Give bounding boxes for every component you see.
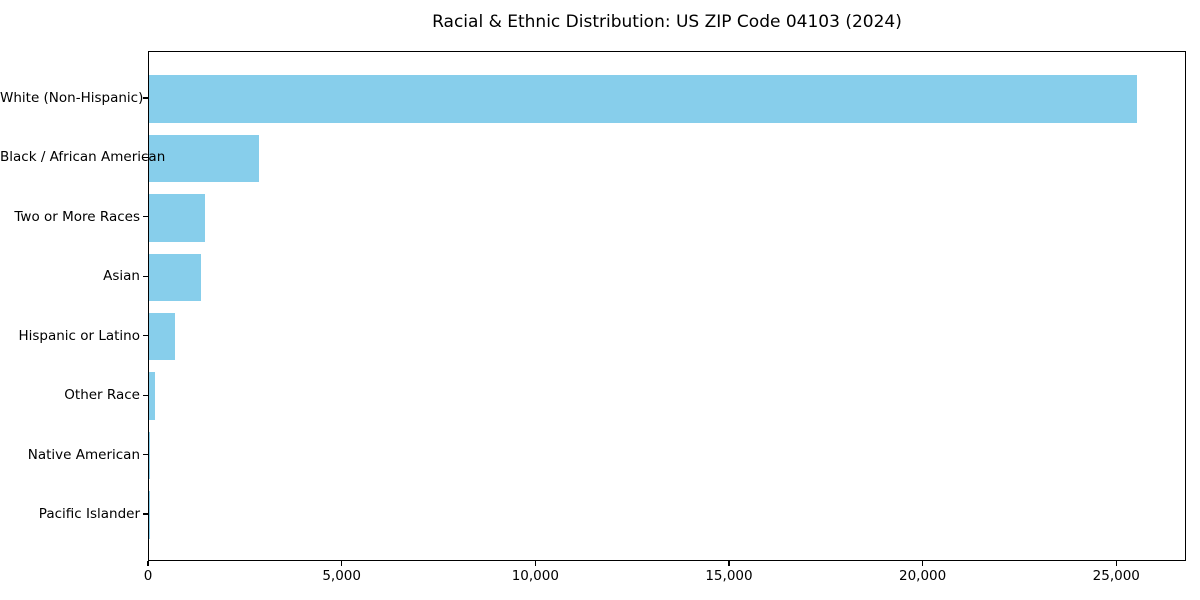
x-tick-mark <box>922 561 924 566</box>
x-tick-mark <box>728 561 730 566</box>
y-tick-label: Native American <box>27 446 140 463</box>
y-tick-label: Pacific Islander <box>38 506 140 522</box>
bar-asian <box>149 253 202 302</box>
y-tick-mark <box>143 453 148 456</box>
y-tick-mark <box>143 394 148 396</box>
y-tick-label: Asian <box>103 268 140 285</box>
y-tick-mark <box>143 97 148 99</box>
x-tick-mark <box>534 561 536 566</box>
y-tick-mark <box>143 156 148 159</box>
y-tick-mark <box>143 216 148 218</box>
bar-two-or-more-races <box>149 194 206 242</box>
y-tick-mark <box>143 335 148 337</box>
bar-native-american <box>149 431 151 480</box>
y-tick-mark <box>143 275 148 277</box>
bar-hispanic-or-latino <box>149 312 176 361</box>
bar-black-african-american <box>149 134 260 183</box>
bar-white-non-hispanic <box>149 75 1137 123</box>
x-tick-mark <box>341 561 343 566</box>
x-tick-label: 25,000 <box>1092 568 1140 584</box>
x-tick-label: 0 <box>143 568 153 584</box>
y-tick-label: Two or More Races <box>14 208 140 225</box>
x-tick-mark <box>1115 561 1117 566</box>
x-tick-label: 15,000 <box>705 568 753 584</box>
y-tick-label: Other Race <box>64 387 140 404</box>
y-tick-label: White (Non-Hispanic) <box>0 90 144 106</box>
y-tick-mark <box>143 513 148 515</box>
x-tick-mark <box>147 561 149 566</box>
y-tick-label: Black / African American <box>0 149 166 166</box>
x-tick-label: 10,000 <box>511 568 559 584</box>
x-tick-label: 5,000 <box>322 568 361 584</box>
x-tick-label: 20,000 <box>899 568 947 584</box>
y-tick-label: Hispanic or Latino <box>18 327 140 344</box>
bar-other-race <box>149 372 155 420</box>
plot-area <box>148 51 1186 561</box>
chart-title: Racial & Ethnic Distribution: US ZIP Cod… <box>432 12 902 32</box>
